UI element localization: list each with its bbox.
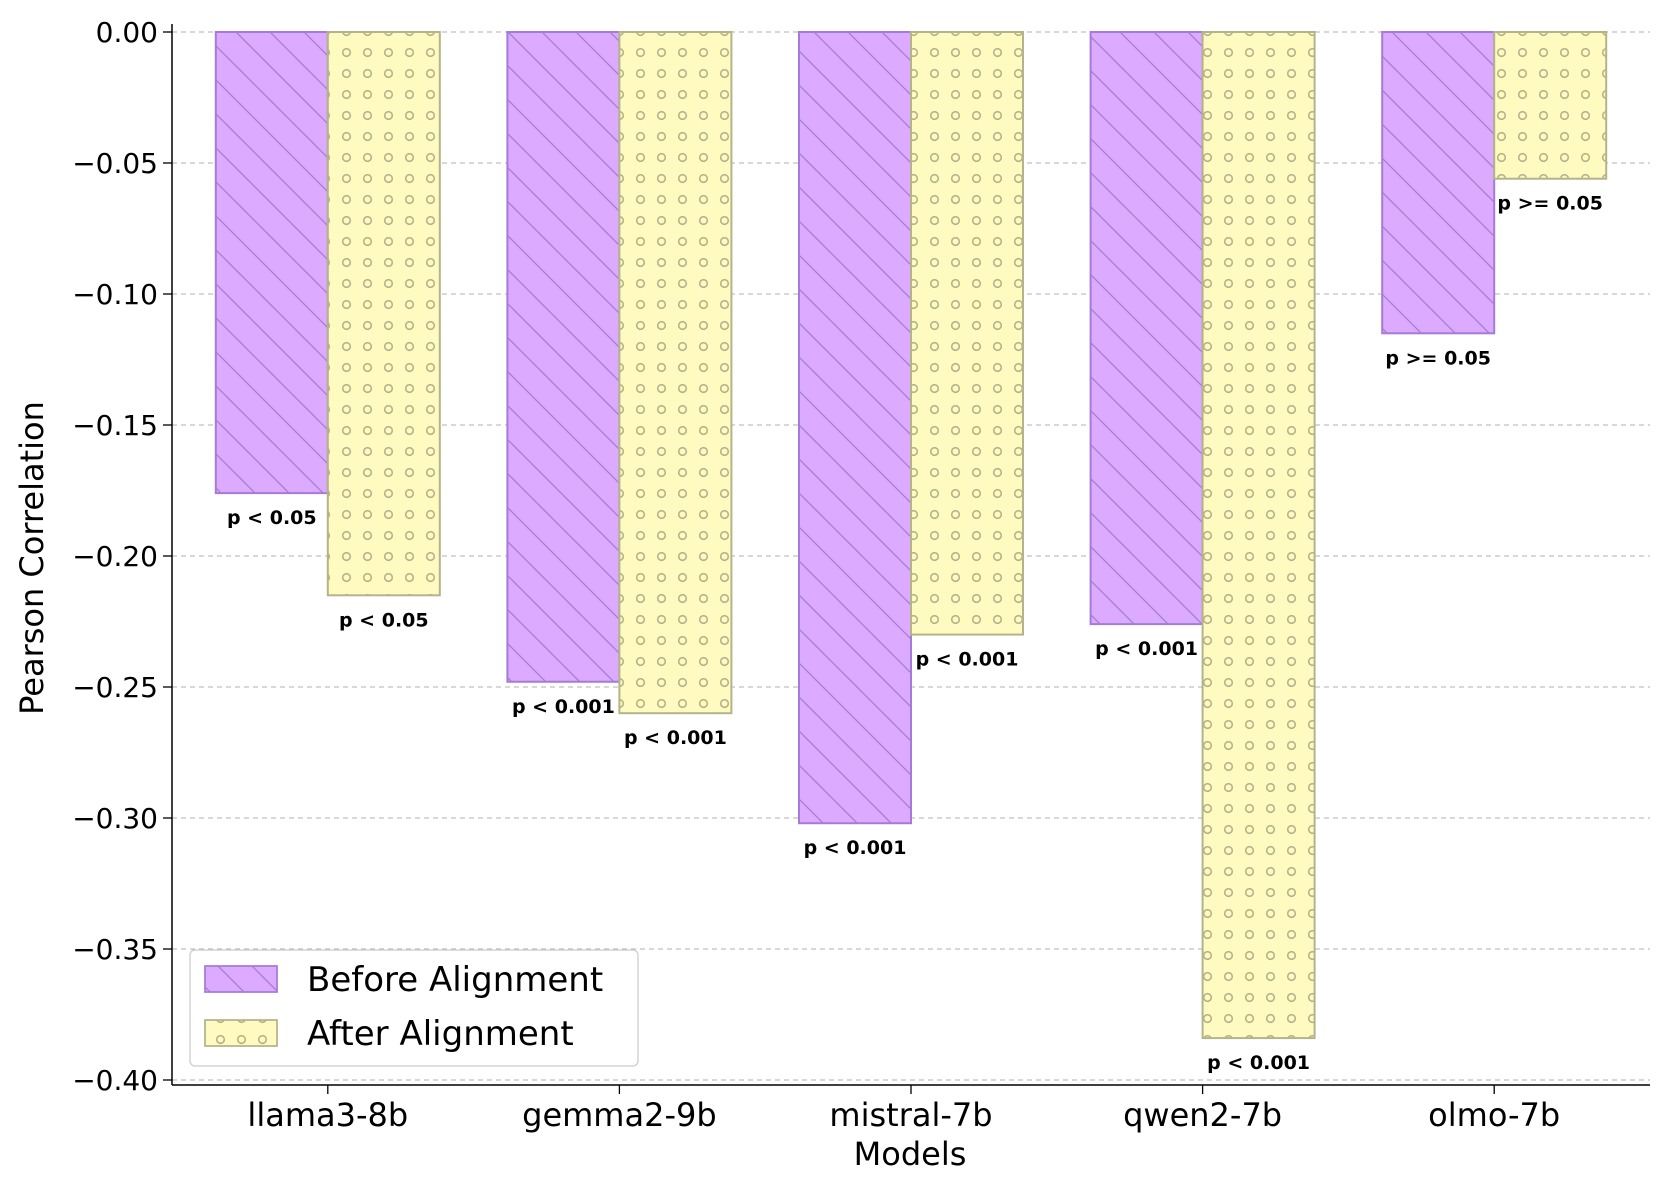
bar-hatch-after-mistral-7b [910, 31, 1024, 636]
bar-hatch-after-olmo-7b [1493, 31, 1608, 180]
y-tick-label: −0.10 [72, 278, 158, 311]
legend-label-before: Before Alignment [307, 960, 603, 1000]
y-tick-label: −0.30 [72, 802, 158, 835]
bar-hatch-before-olmo-7b [1381, 31, 1496, 335]
legend-swatch-after-hatch [204, 1019, 278, 1047]
pvalue-label: p >= 0.05 [1385, 347, 1491, 369]
y-tick-label: −0.40 [72, 1064, 158, 1097]
legend: Before Alignment After Alignment [189, 949, 639, 1067]
pvalue-label: p < 0.05 [339, 609, 429, 631]
x-tick-label: qwen2-7b [1123, 1096, 1282, 1134]
bar-hatch-after-qwen2-7b [1201, 31, 1316, 1040]
bar-hatch-before-qwen2-7b [1089, 31, 1204, 626]
legend-label-after: After Alignment [307, 1014, 574, 1054]
pvalue-label: p < 0.001 [804, 837, 907, 859]
bar-hatch-after-llama3-8b [326, 31, 441, 597]
legend-swatch-before-hatch [204, 965, 278, 993]
x-tick-label: olmo-7b [1428, 1096, 1560, 1134]
y-tick-label: −0.25 [72, 671, 158, 704]
legend-frame [189, 949, 639, 1067]
y-tick-label: 0.00 [96, 16, 158, 49]
pvalue-label: p < 0.001 [512, 696, 615, 718]
bar-hatch-before-llama3-8b [214, 31, 329, 495]
pvalue-label: p >= 0.05 [1497, 193, 1603, 215]
y-tick-label: −0.20 [72, 540, 158, 573]
x-tick-label: llama3-8b [247, 1096, 408, 1134]
y-tick-label: −0.35 [72, 933, 158, 966]
bar-hatch-before-mistral-7b [798, 31, 912, 825]
pvalue-label: p < 0.001 [1095, 638, 1198, 660]
x-tick-label: mistral-7b [829, 1096, 992, 1134]
pvalue-label: p < 0.001 [1207, 1052, 1310, 1074]
y-tick-label: −0.05 [72, 147, 158, 180]
bar-hatch-after-gemma2-9b [618, 31, 733, 715]
y-tick-label: −0.15 [72, 409, 158, 442]
pvalue-label: p < 0.05 [227, 507, 317, 529]
pvalue-label: p < 0.001 [916, 649, 1019, 671]
x-axis-title: Models [854, 1135, 967, 1173]
bar-hatch-before-gemma2-9b [506, 31, 621, 683]
y-axis-title: Pearson Correlation [13, 401, 51, 715]
pvalue-label: p < 0.001 [624, 727, 727, 749]
x-tick-label: gemma2-9b [522, 1096, 717, 1134]
